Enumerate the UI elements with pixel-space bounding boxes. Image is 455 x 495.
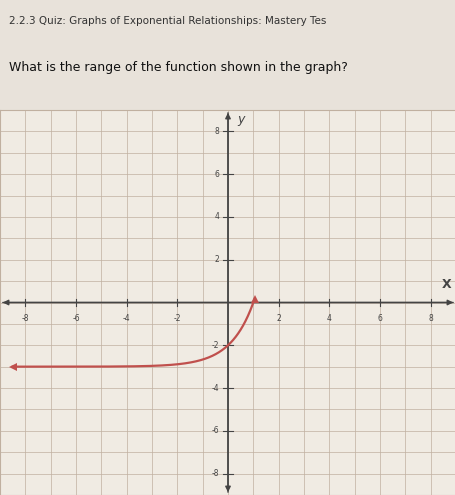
Text: 4: 4 bbox=[326, 314, 331, 323]
Text: 2: 2 bbox=[276, 314, 280, 323]
Text: 2.2.3 Quiz: Graphs of Exponential Relationships: Mastery Tes: 2.2.3 Quiz: Graphs of Exponential Relati… bbox=[9, 16, 326, 27]
Text: -2: -2 bbox=[173, 314, 181, 323]
Text: -4: -4 bbox=[211, 384, 219, 393]
Text: 4: 4 bbox=[214, 212, 219, 221]
Text: -6: -6 bbox=[211, 426, 219, 435]
Text: -2: -2 bbox=[211, 341, 219, 350]
Text: -4: -4 bbox=[122, 314, 130, 323]
Text: X: X bbox=[440, 278, 450, 291]
Text: -6: -6 bbox=[72, 314, 80, 323]
Text: 2: 2 bbox=[214, 255, 219, 264]
Text: -8: -8 bbox=[21, 314, 29, 323]
Text: y: y bbox=[236, 113, 244, 126]
Text: 8: 8 bbox=[427, 314, 432, 323]
Text: -8: -8 bbox=[211, 469, 219, 478]
Text: What is the range of the function shown in the graph?: What is the range of the function shown … bbox=[9, 60, 347, 73]
Text: 6: 6 bbox=[214, 170, 219, 179]
Text: 6: 6 bbox=[377, 314, 382, 323]
Text: 8: 8 bbox=[214, 127, 219, 136]
